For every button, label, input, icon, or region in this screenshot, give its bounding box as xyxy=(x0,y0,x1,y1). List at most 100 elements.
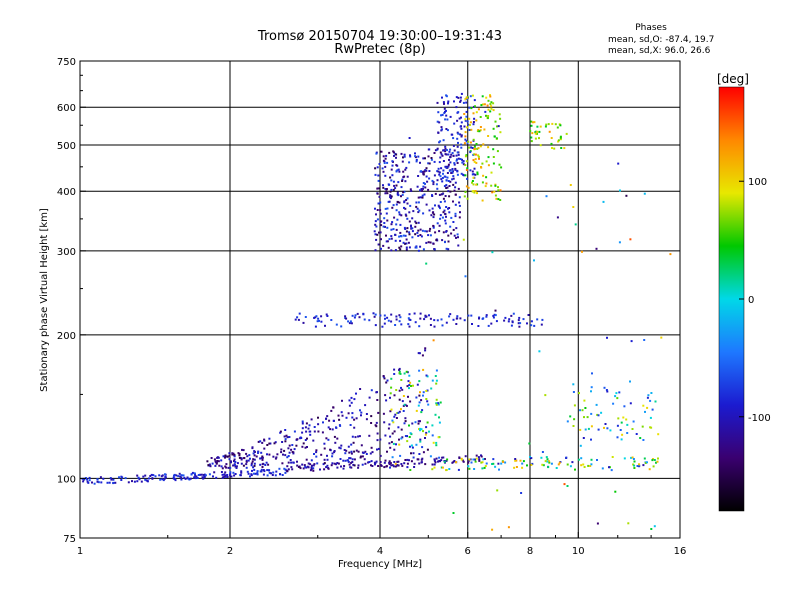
data-point xyxy=(317,317,320,320)
data-point xyxy=(215,476,218,479)
data-point xyxy=(279,430,282,433)
data-point xyxy=(437,403,440,406)
data-point xyxy=(274,441,277,444)
data-point xyxy=(370,422,373,424)
data-point xyxy=(400,186,403,189)
data-point xyxy=(304,426,307,429)
data-point xyxy=(414,225,417,228)
data-point xyxy=(281,441,284,443)
data-point xyxy=(163,477,166,480)
data-point xyxy=(472,176,475,179)
data-point xyxy=(323,462,326,465)
data-point xyxy=(404,420,407,423)
data-point xyxy=(425,398,428,400)
data-point xyxy=(230,461,232,464)
data-point xyxy=(398,438,400,441)
data-point xyxy=(494,465,497,468)
data-point xyxy=(590,425,593,428)
x-axis: 1 2 4 6 8 10 16 xyxy=(77,532,686,557)
data-point xyxy=(310,459,313,462)
data-point xyxy=(353,450,356,453)
data-point xyxy=(268,469,270,472)
data-point xyxy=(632,458,635,460)
data-point xyxy=(515,466,518,468)
data-point xyxy=(477,147,480,150)
data-point xyxy=(492,102,495,105)
data-point xyxy=(289,459,292,461)
data-point xyxy=(419,438,422,441)
data-point xyxy=(149,475,152,477)
data-point xyxy=(246,470,249,473)
data-point xyxy=(249,475,251,478)
data-point xyxy=(447,153,450,156)
data-point xyxy=(446,186,449,189)
data-point xyxy=(317,430,320,433)
data-point xyxy=(296,464,299,467)
data-point xyxy=(391,221,394,224)
data-point xyxy=(596,413,599,416)
data-point xyxy=(587,464,590,467)
data-point xyxy=(327,438,330,441)
data-point xyxy=(468,106,471,109)
data-point xyxy=(456,158,458,161)
data-point xyxy=(464,191,467,193)
data-point xyxy=(438,173,441,176)
data-point xyxy=(480,166,482,168)
data-point xyxy=(422,157,425,160)
data-point xyxy=(433,213,436,216)
data-point xyxy=(251,469,253,472)
data-point xyxy=(403,190,406,193)
data-point xyxy=(430,214,433,217)
data-point xyxy=(544,125,547,128)
data-point xyxy=(629,402,632,405)
data-point xyxy=(386,379,389,382)
data-point xyxy=(651,459,654,462)
data-point xyxy=(463,195,466,198)
data-point xyxy=(225,466,228,469)
data-point xyxy=(437,460,439,463)
data-point xyxy=(330,464,333,467)
data-point xyxy=(389,446,392,449)
data-point xyxy=(180,476,183,479)
data-point xyxy=(396,193,399,196)
data-point xyxy=(487,108,490,111)
data-point xyxy=(357,464,360,467)
data-point xyxy=(87,481,90,484)
data-point xyxy=(530,320,533,323)
data-point xyxy=(415,443,418,446)
data-point xyxy=(453,122,456,125)
data-point xyxy=(633,460,636,463)
data-point xyxy=(379,212,382,215)
data-point xyxy=(384,225,386,228)
data-point xyxy=(383,162,386,164)
data-point xyxy=(398,398,401,401)
data-point xyxy=(374,324,377,327)
data-point xyxy=(544,394,547,397)
data-point xyxy=(409,432,412,435)
data-point xyxy=(238,454,241,457)
data-point xyxy=(402,404,405,407)
data-point xyxy=(313,463,316,466)
data-point xyxy=(514,459,517,462)
data-point xyxy=(245,463,248,466)
data-point xyxy=(596,459,598,461)
data-point xyxy=(388,460,391,463)
data-point xyxy=(350,461,353,464)
data-point xyxy=(444,145,447,148)
data-point xyxy=(422,394,424,397)
data-point xyxy=(418,394,421,397)
data-point xyxy=(284,438,287,441)
data-point xyxy=(323,468,326,471)
data-point xyxy=(365,418,368,421)
data-point xyxy=(284,471,287,474)
data-point xyxy=(325,466,328,469)
data-point xyxy=(417,155,420,158)
data-point xyxy=(626,432,629,434)
data-point xyxy=(565,456,568,459)
data-point xyxy=(484,185,487,188)
data-point xyxy=(281,474,284,476)
data-point xyxy=(398,235,401,238)
data-point xyxy=(388,200,391,203)
y-tick-label: 100 xyxy=(57,474,76,485)
